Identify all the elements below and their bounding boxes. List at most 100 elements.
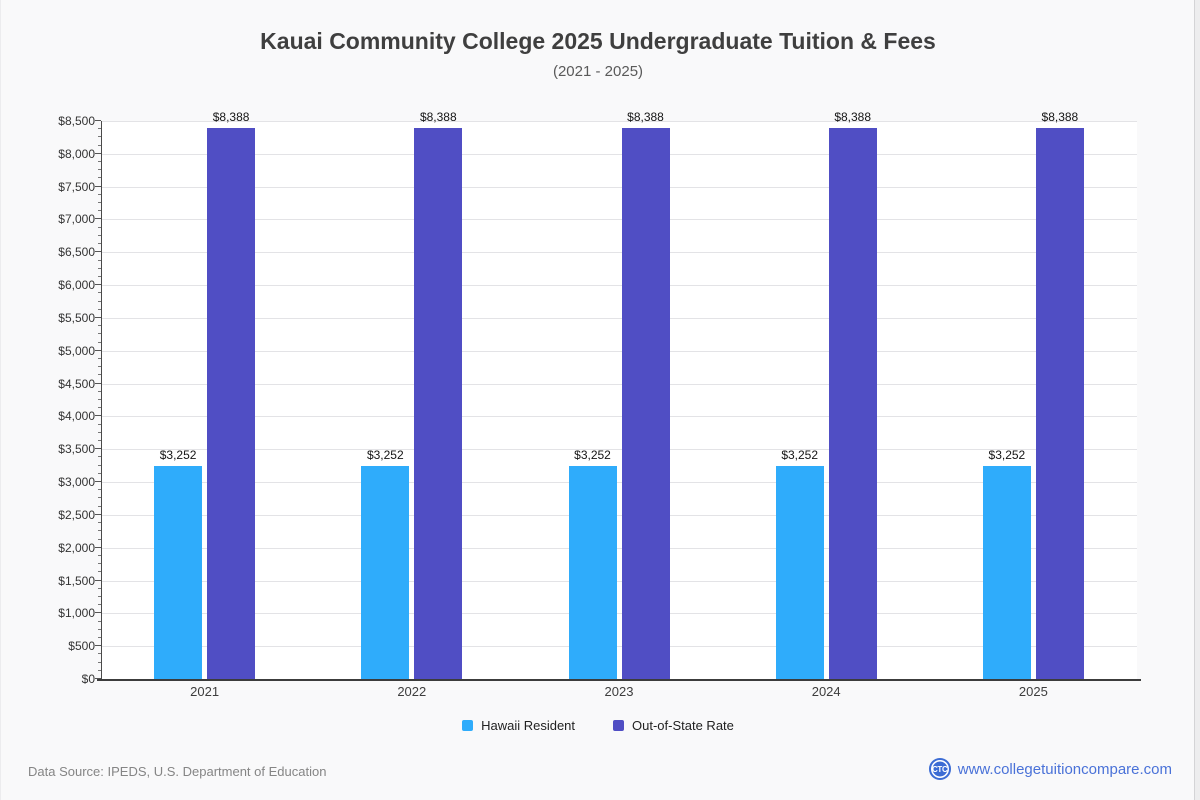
- y-axis-minor-tick: [98, 243, 101, 245]
- y-axis-minor-tick: [98, 489, 101, 491]
- gridline: [101, 416, 1137, 418]
- gridline: [101, 317, 1137, 319]
- y-axis-minor-tick: [98, 136, 101, 138]
- y-axis-minor-tick: [98, 538, 101, 540]
- y-axis-minor-tick: [98, 341, 101, 343]
- legend-item-out-of-state[interactable]: Out-of-State Rate: [613, 718, 734, 733]
- chart-legend: Hawaii Resident Out-of-State Rate: [1, 718, 1195, 733]
- y-axis-minor-tick: [98, 308, 101, 310]
- y-axis-minor-tick: [98, 595, 101, 597]
- ctc-logo-icon: CTC: [928, 758, 951, 780]
- y-axis-label: $3,500: [58, 442, 95, 457]
- y-axis-tick: [95, 415, 101, 417]
- y-axis-minor-tick: [98, 300, 101, 302]
- y-axis-minor-tick: [98, 325, 101, 327]
- y-axis-minor-tick: [98, 464, 101, 466]
- data-source-note: Data Source: IPEDS, U.S. Department of E…: [28, 764, 327, 779]
- gridline: [101, 449, 1137, 451]
- y-axis-tick: [95, 382, 101, 384]
- bar-value-label: $8,388: [419, 110, 457, 125]
- y-axis-minor-tick: [98, 440, 101, 442]
- bar-value-label: $3,252: [781, 447, 819, 462]
- bar-out-of-state-rate-2021[interactable]: [207, 128, 256, 679]
- gridline: [101, 186, 1137, 188]
- bar-hawaii-resident-2023[interactable]: [568, 465, 617, 679]
- y-axis-minor-tick: [98, 571, 101, 573]
- y-axis-minor-tick: [98, 275, 101, 277]
- bar-hawaii-resident-2022[interactable]: [361, 465, 410, 679]
- y-axis-minor-tick: [98, 333, 101, 335]
- gridline: [101, 285, 1137, 287]
- scrollbar-track[interactable]: [1194, 0, 1200, 800]
- legend-swatch-out-of-state-icon: [613, 720, 625, 731]
- y-axis-tick: [95, 645, 101, 647]
- y-axis-label: $4,500: [58, 376, 95, 391]
- y-axis-minor-tick: [98, 210, 101, 212]
- y-axis-tick: [95, 284, 101, 286]
- y-axis-minor-tick: [98, 497, 101, 499]
- y-axis-label: $2,500: [58, 507, 95, 522]
- chart-subtitle: (2021 - 2025): [552, 63, 644, 80]
- bar-value-label: $8,388: [834, 110, 872, 125]
- gridline: [101, 646, 1137, 648]
- y-axis-minor-tick: [98, 169, 101, 171]
- bar-hawaii-resident-2025[interactable]: [982, 465, 1031, 679]
- y-axis-tick: [95, 218, 101, 220]
- y-axis-minor-tick: [98, 587, 101, 589]
- y-axis-minor-tick: [98, 128, 101, 130]
- y-axis-tick: [95, 316, 101, 318]
- legend-item-hawaii-resident[interactable]: Hawaii Resident: [462, 718, 575, 733]
- gridline: [101, 383, 1137, 385]
- gridline: [101, 580, 1137, 582]
- legend-label: Out-of-State Rate: [632, 718, 734, 733]
- y-axis-tick: [95, 546, 101, 548]
- y-axis-label: $7,500: [58, 179, 95, 194]
- y-axis-label: $6,000: [58, 278, 95, 293]
- y-axis-tick: [95, 513, 101, 515]
- y-axis-minor-tick: [98, 407, 101, 409]
- y-axis-label: $7,000: [58, 212, 95, 227]
- gridline: [101, 613, 1137, 615]
- y-axis-minor-tick: [98, 431, 101, 433]
- y-axis-tick: [95, 251, 101, 253]
- bar-value-label: $8,388: [212, 110, 250, 125]
- bar-out-of-state-rate-2023[interactable]: [621, 128, 670, 679]
- y-axis-minor-tick: [98, 604, 101, 606]
- x-axis-label: 2022: [397, 684, 427, 699]
- y-axis-label: $8,000: [58, 146, 95, 161]
- y-axis-minor-tick: [98, 554, 101, 556]
- y-axis-minor-tick: [98, 563, 101, 565]
- y-axis-minor-tick: [98, 636, 101, 638]
- y-axis-minor-tick: [98, 423, 101, 425]
- bar-value-label: $3,252: [988, 447, 1026, 462]
- bar-out-of-state-rate-2022[interactable]: [414, 128, 463, 679]
- y-axis-minor-tick: [98, 144, 101, 146]
- bar-value-label: $8,388: [1041, 110, 1079, 125]
- bar-value-label: $8,388: [627, 110, 664, 125]
- bar-out-of-state-rate-2025[interactable]: [1035, 128, 1084, 679]
- y-axis-minor-tick: [98, 202, 101, 204]
- bar-value-label: $3,252: [159, 447, 197, 462]
- bar-hawaii-resident-2021[interactable]: [154, 465, 203, 679]
- website-link[interactable]: www.collegetuitioncompare.com: [957, 760, 1172, 778]
- y-axis-minor-tick: [98, 661, 101, 663]
- y-axis-minor-tick: [98, 669, 101, 671]
- y-axis-tick: [95, 120, 101, 121]
- y-axis-label: $1,000: [58, 606, 95, 621]
- gridline: [101, 482, 1137, 484]
- y-axis-minor-tick: [98, 226, 101, 228]
- y-axis-label: $500: [68, 639, 95, 654]
- brand-footer: CTC www.collegetuitioncompare.com: [928, 758, 1172, 780]
- y-axis-label: $1,500: [58, 573, 95, 588]
- y-axis-tick: [95, 579, 101, 581]
- gridline: [101, 153, 1137, 155]
- bar-out-of-state-rate-2024[interactable]: [828, 128, 877, 679]
- gridline: [101, 252, 1137, 254]
- y-axis-minor-tick: [98, 259, 101, 261]
- y-axis-label: $8,500: [58, 114, 95, 128]
- bar-hawaii-resident-2024[interactable]: [775, 465, 824, 679]
- y-axis-minor-tick: [98, 292, 101, 294]
- y-axis-label: $3,000: [58, 475, 95, 490]
- y-axis-label: $0: [81, 672, 95, 686]
